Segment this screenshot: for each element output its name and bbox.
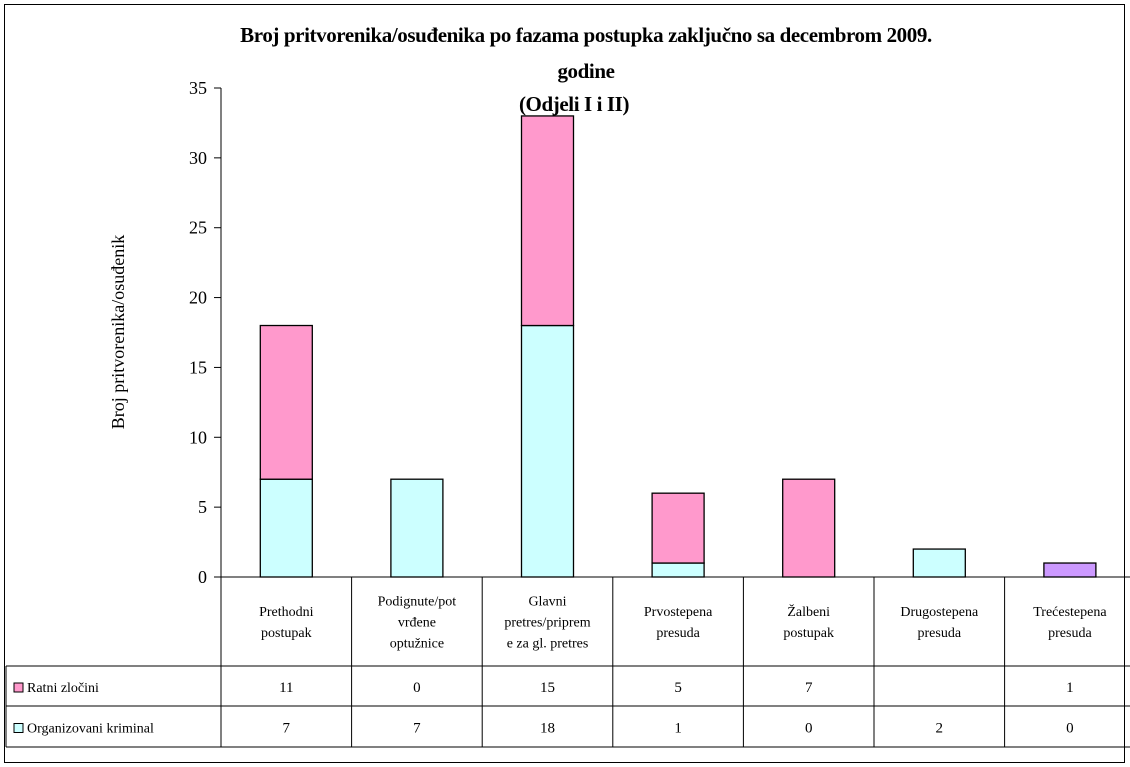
- x-tick-label-4-line-1: postupak: [783, 626, 834, 641]
- chart-title-line-1: Broj pritvorenika/osuđenika po fazama po…: [240, 23, 932, 47]
- y-tick-label-7: 35: [189, 78, 207, 98]
- bar-ratni-zlocini-3: [651, 492, 705, 564]
- data-label-organizovani-kriminal-5: 2: [936, 721, 944, 737]
- y-tick-label-6: 30: [189, 148, 207, 168]
- data-label-organizovani-kriminal-3: 1: [674, 721, 682, 737]
- data-label-organizovani-kriminal-2: 18: [540, 721, 555, 737]
- bar-organizovani-kriminal-5: [912, 548, 966, 578]
- data-label-ratni-zlocini-1: 0: [413, 680, 421, 696]
- x-tick-label-6-line-0: Trećestepena: [1033, 605, 1107, 620]
- y-tick-label-5: 25: [189, 218, 207, 238]
- bar-organizovani-kriminal-2: [520, 324, 575, 578]
- data-label-ratni-zlocini-0: 11: [279, 680, 293, 696]
- plot-area: 0 5 10 15 20 25 30 35: [189, 78, 1130, 587]
- x-tick-label-5-line-0: Drugostepena: [900, 605, 979, 620]
- x-tick-label-0-line-1: postupak: [261, 626, 312, 641]
- data-label-organizovani-kriminal-0: 7: [283, 721, 291, 737]
- x-tick-label-2-line-2: e za gl. pretres: [507, 637, 589, 652]
- data-table: Prethodni postupak Podignute/pot vrđene optu…: [5, 577, 1130, 748]
- data-label-ratni-zlocini-6: 1: [1066, 680, 1074, 696]
- data-label-organizovani-kriminal-4: 0: [805, 721, 813, 737]
- data-label-organizovani-kriminal-1: 7: [413, 721, 421, 737]
- x-tick-label-3-line-0: Prvostepena: [644, 605, 713, 620]
- y-tick-label-4: 20: [189, 288, 207, 308]
- x-tick-label-5-line-1: presuda: [918, 626, 962, 641]
- x-tick-label-1-line-1: vrđene: [398, 616, 436, 631]
- data-label-organizovani-kriminal-6: 0: [1066, 721, 1074, 737]
- data-label-ratni-zlocini-4: 7: [805, 680, 813, 696]
- x-tick-label-1-line-0: Podignute/pot: [378, 595, 457, 610]
- y-axis-label: Broj pritvorenika/osuđenik: [108, 235, 128, 429]
- bar-organizovani-kriminal-3: [651, 562, 705, 578]
- y-tick-label-2: 10: [189, 427, 207, 447]
- bar-ratni-zlocini-0: [259, 324, 313, 480]
- bar-ratni-zlocini-6: [1043, 562, 1097, 578]
- x-tick-label-6-line-1: presuda: [1048, 626, 1092, 641]
- x-tick-label-2-line-1: pretres/priprem: [504, 616, 590, 631]
- data-label-ratni-zlocini-2: 15: [540, 680, 555, 696]
- bar-ratni-zlocini-4: [782, 478, 836, 578]
- chart-title: Broj pritvorenika/osuđenika po fazama po…: [240, 23, 932, 116]
- y-tick-label-0: 0: [198, 567, 207, 587]
- chart-title-line-3: (Odjeli I i II): [519, 92, 629, 116]
- bar-ratni-zlocini-2: [520, 115, 575, 327]
- legend-swatch-organizovani-kriminal: [13, 723, 24, 733]
- legend-label-ratni-zlocini: Ratni zločini: [27, 681, 99, 696]
- chart-frame: [4, 4, 1125, 763]
- bar-organizovani-kriminal-1: [390, 478, 444, 578]
- x-tick-label-3-line-1: presuda: [656, 626, 700, 641]
- bar-organizovani-kriminal-0: [259, 478, 313, 578]
- x-tick-label-0-line-0: Prethodni: [259, 605, 314, 620]
- legend-swatch-ratni-zlocini: [13, 682, 24, 693]
- legend-label-organizovani-kriminal: Organizovani kriminal: [27, 722, 154, 737]
- y-tick-label-3: 15: [189, 357, 207, 377]
- x-tick-label-4-line-0: Žalbeni: [787, 603, 830, 620]
- x-tick-label-2-line-0: Glavni: [528, 595, 566, 610]
- x-tick-label-1-line-2: optužnice: [390, 637, 444, 652]
- y-tick-label-1: 5: [198, 497, 207, 517]
- chart-title-line-2: godine: [557, 59, 614, 83]
- data-label-ratni-zlocini-3: 5: [674, 680, 682, 696]
